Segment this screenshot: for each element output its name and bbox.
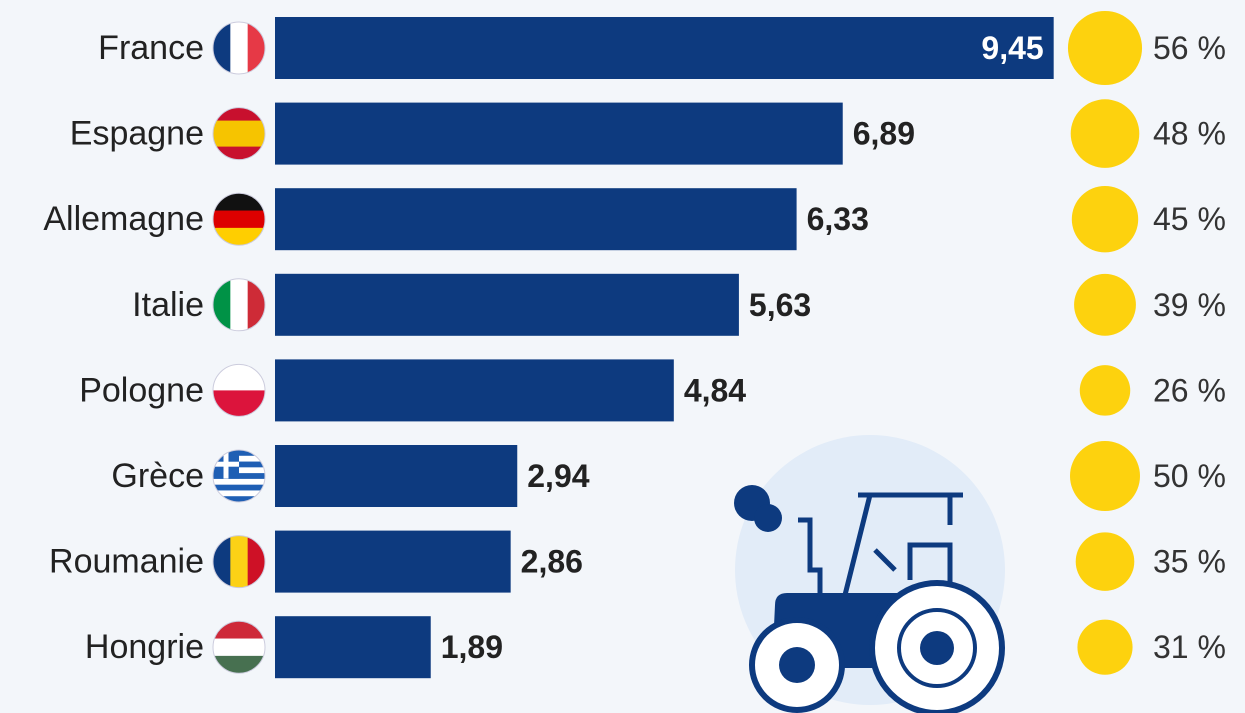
flag — [213, 278, 265, 331]
flag-stripe — [213, 227, 265, 246]
flag-stripe — [213, 478, 265, 486]
flag-stripe — [230, 278, 249, 331]
flag — [213, 193, 265, 246]
flag-border — [212, 363, 266, 417]
share-label: 56 % — [1153, 30, 1226, 66]
flag-stripe — [213, 22, 231, 74]
flag-border — [212, 278, 266, 332]
category-label: France — [98, 29, 204, 67]
category-label: Italie — [132, 286, 204, 324]
flag-stripe — [213, 278, 231, 331]
flag — [213, 22, 265, 74]
share-bubble — [1075, 532, 1135, 591]
value-label: 5,63 — [749, 287, 811, 323]
bar — [275, 616, 431, 679]
flag — [213, 535, 265, 588]
value-label: 6,89 — [853, 116, 915, 152]
flag-cross — [223, 450, 229, 479]
flag — [213, 364, 265, 417]
value-label: 4,84 — [684, 372, 746, 408]
flag-stripe — [213, 535, 231, 588]
share-label: 50 % — [1153, 458, 1226, 494]
category-label: Pologne — [79, 371, 204, 409]
value-label: 2,94 — [527, 458, 589, 494]
category-label: Allemagne — [43, 200, 204, 238]
share-label: 45 % — [1153, 201, 1226, 237]
flag-border — [212, 535, 266, 589]
flag-stripe — [213, 490, 265, 497]
tractor-illustration — [734, 435, 1005, 713]
share-label: 39 % — [1153, 287, 1226, 323]
flag-border — [212, 192, 266, 246]
flag-stripe — [213, 193, 265, 212]
value-label: 6,33 — [807, 201, 869, 237]
flag-stripe — [213, 621, 265, 640]
bar — [275, 17, 1054, 79]
flag — [213, 450, 265, 502]
category-label: Grèce — [111, 457, 204, 495]
bar — [275, 359, 674, 422]
share-bubble — [1071, 185, 1139, 253]
flag-stripe — [230, 22, 249, 74]
category-label: Roumanie — [49, 543, 204, 581]
value-label: 9,45 — [981, 30, 1043, 66]
flag-border — [212, 620, 266, 674]
bar — [275, 445, 518, 507]
share-label: 48 % — [1153, 116, 1226, 152]
flag — [213, 621, 265, 674]
flag-stripe — [247, 22, 265, 74]
share-bubble — [1067, 10, 1143, 86]
share-label: 31 % — [1153, 629, 1226, 665]
flag-stripe — [213, 133, 265, 148]
share-bubble — [1079, 365, 1131, 416]
flag-stripe — [213, 655, 265, 674]
bar — [275, 188, 797, 251]
flag-border — [212, 107, 266, 161]
flag-stripe — [230, 535, 249, 588]
flag-stripe — [247, 278, 265, 331]
flag-border — [212, 21, 266, 75]
category-label: Hongrie — [85, 628, 204, 666]
share-bubble — [1070, 99, 1140, 168]
category-label: Espagne — [70, 115, 204, 153]
share-bubble — [1077, 619, 1133, 675]
share-label: 35 % — [1153, 544, 1226, 580]
share-bubble — [1069, 440, 1141, 512]
value-label: 1,89 — [441, 629, 503, 665]
flag-stripe — [213, 210, 265, 229]
bar — [275, 102, 843, 165]
flag-stripe — [213, 484, 265, 491]
value-label: 2,86 — [521, 544, 583, 580]
flag-stripe — [213, 120, 265, 135]
bar — [275, 530, 511, 593]
flag-stripe — [213, 638, 265, 657]
share-label: 26 % — [1153, 372, 1226, 408]
flag-stripe — [247, 535, 265, 588]
share-bubble — [1074, 273, 1136, 336]
flag-stripe — [213, 496, 265, 502]
bar — [275, 273, 739, 336]
flag-border — [212, 449, 266, 503]
